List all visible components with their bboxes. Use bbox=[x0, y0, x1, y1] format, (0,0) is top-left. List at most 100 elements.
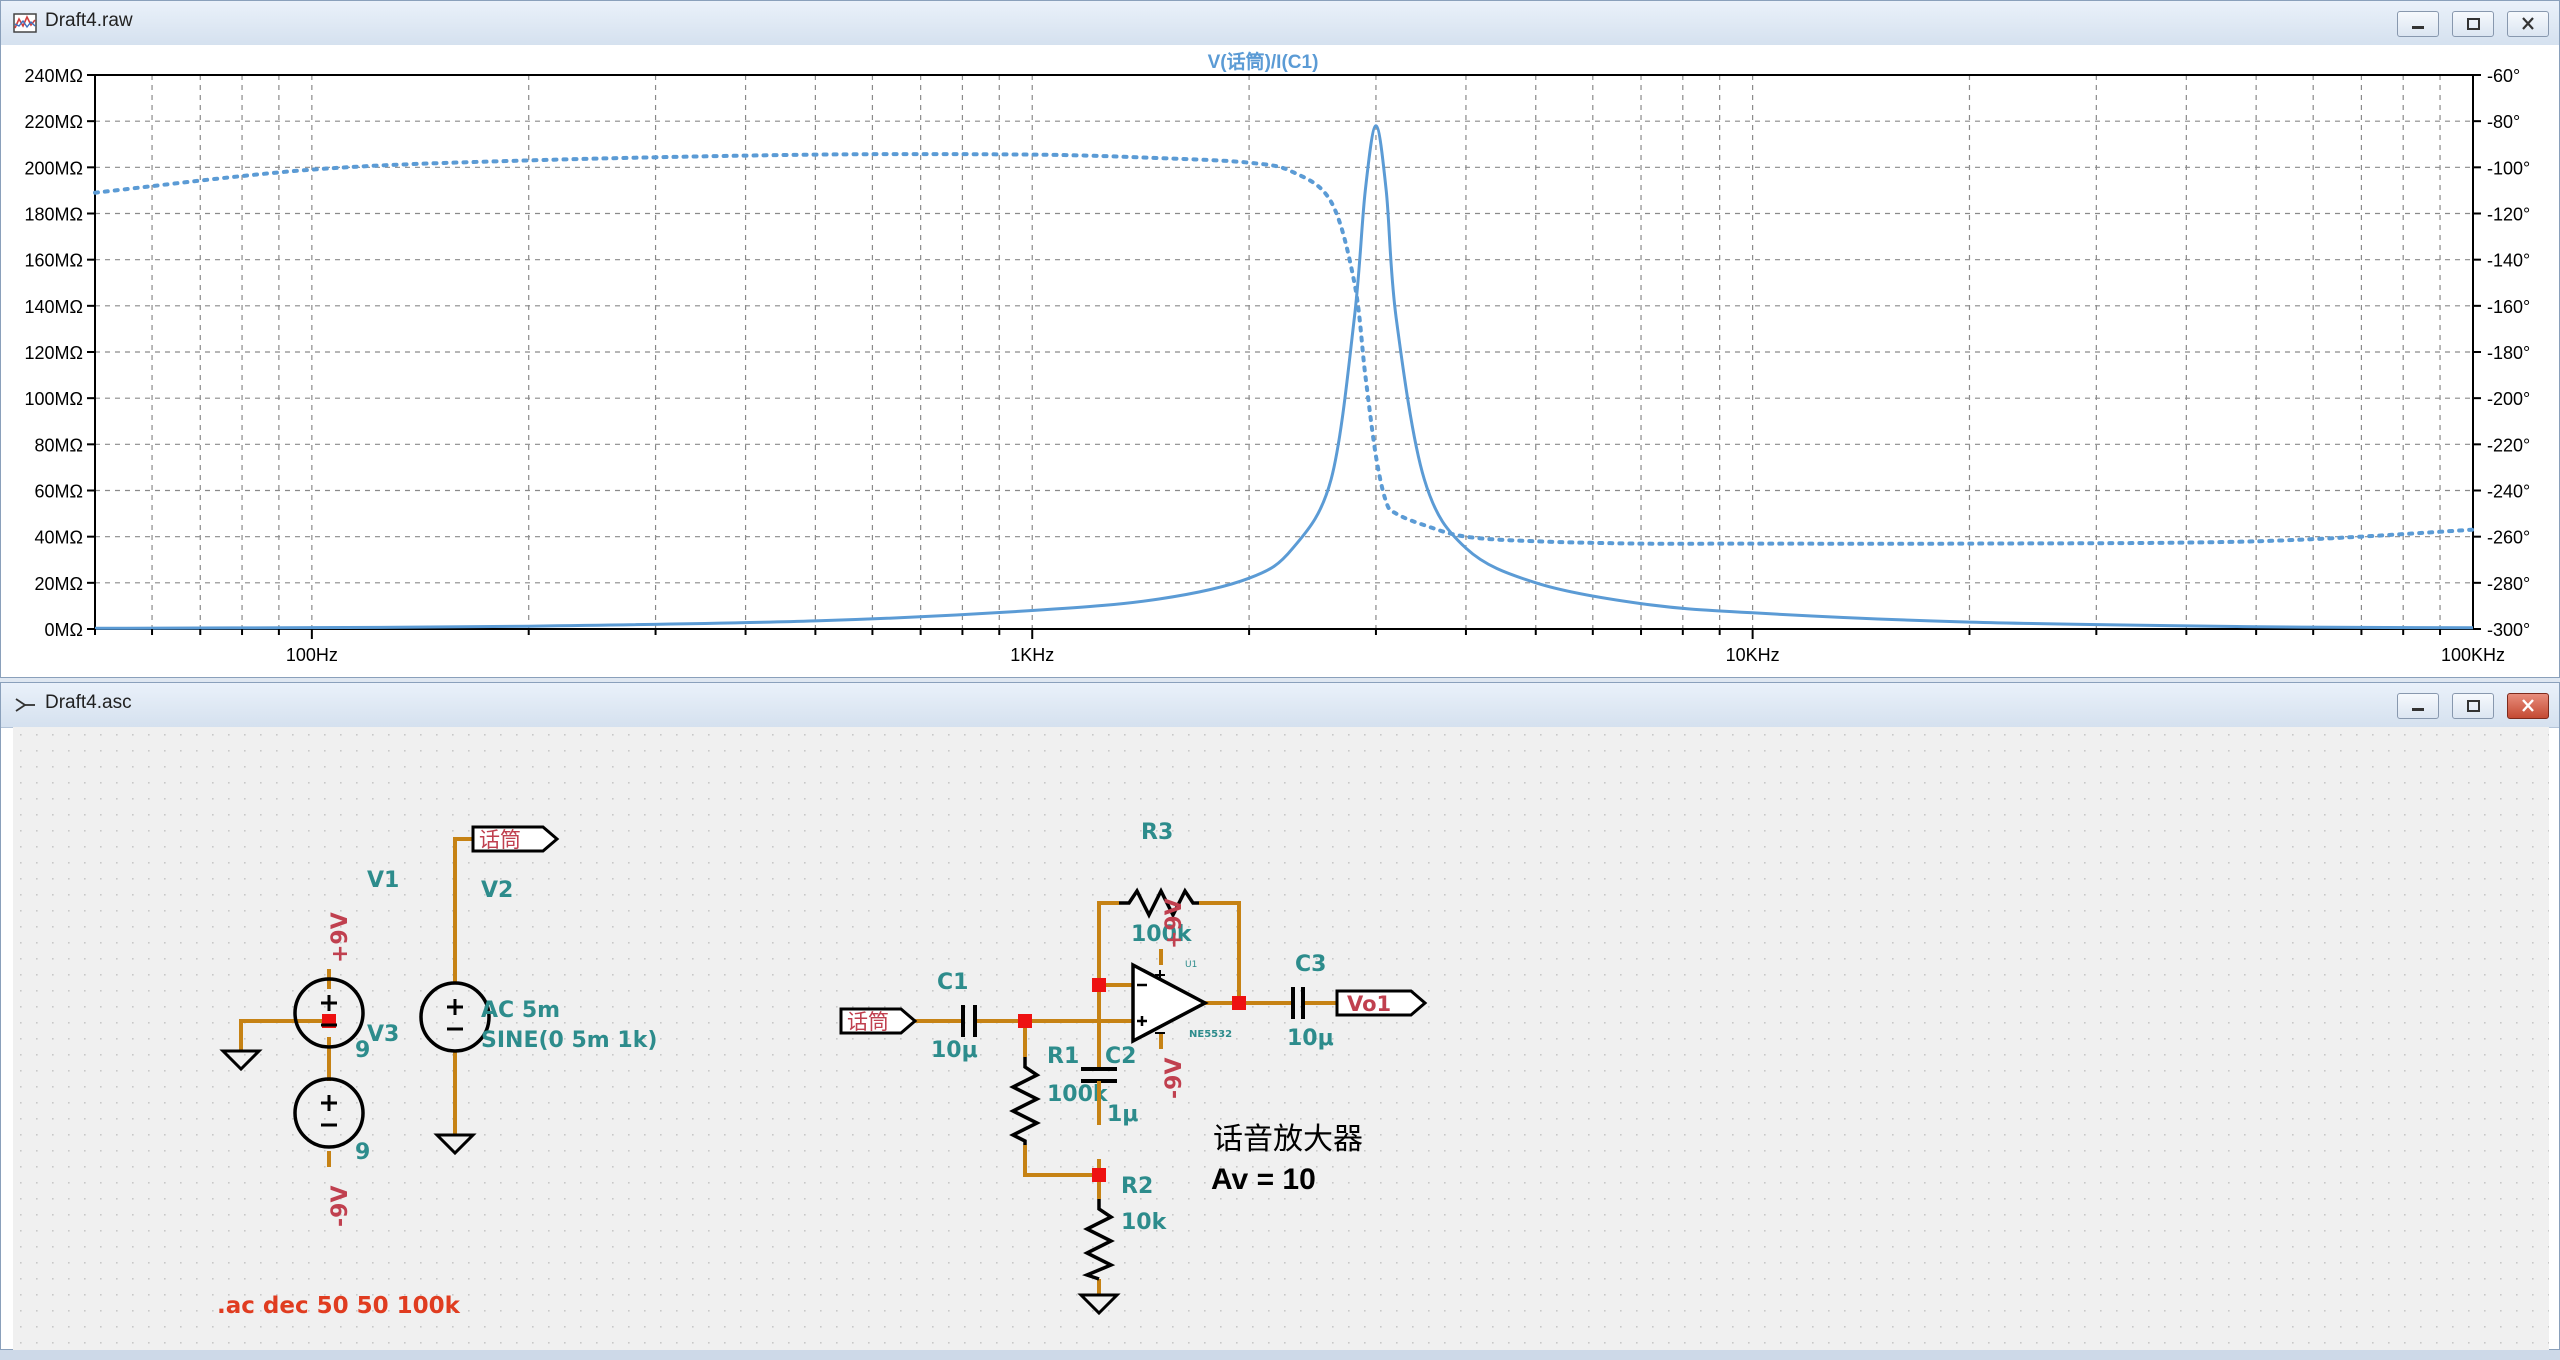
v2-ac-value: AC 5m bbox=[481, 998, 560, 1023]
y-right-tick-label: -260° bbox=[2487, 528, 2530, 548]
opamp-u1[interactable]: U1 NE5532 +9V -9V bbox=[1131, 898, 1232, 1099]
schematic-window: Draft4.asc bbox=[0, 682, 2560, 1351]
y-right-tick-label: -100° bbox=[2487, 158, 2530, 178]
minimize-button[interactable] bbox=[2396, 693, 2439, 719]
junction-nodes bbox=[322, 978, 1246, 1182]
c2-name: C2 bbox=[1105, 1044, 1136, 1069]
y-left-tick-label: 240MΩ bbox=[25, 66, 83, 86]
y-left-tick-label: 40MΩ bbox=[35, 528, 83, 548]
waveform-window-title: Draft4.raw bbox=[45, 10, 133, 31]
restore-icon bbox=[2466, 700, 2480, 712]
r3-name: R3 bbox=[1141, 820, 1173, 845]
schematic-app-icon bbox=[15, 698, 35, 712]
close-button[interactable] bbox=[2507, 11, 2549, 37]
close-icon bbox=[2522, 17, 2534, 30]
y-right-tick-label: -60° bbox=[2487, 66, 2520, 86]
spice-directive[interactable]: .ac dec 50 50 100k bbox=[217, 1293, 461, 1319]
taskbar-strip bbox=[0, 1350, 2560, 1360]
u1-vpos-label: +9V bbox=[1162, 898, 1187, 949]
minimize-icon bbox=[2411, 708, 2424, 711]
comment-gain[interactable]: Av = 10 bbox=[1211, 1163, 1316, 1196]
y-left-tick-label: 120MΩ bbox=[25, 343, 83, 363]
y-right-tick-label: -80° bbox=[2487, 112, 2520, 132]
plot-ticks: 240MΩ 220MΩ 200MΩ 180MΩ 160MΩ 140MΩ 120MΩ 100MΩ… bbox=[25, 66, 2531, 665]
y-left-tick-label: 0MΩ bbox=[45, 620, 83, 640]
close-icon bbox=[2522, 699, 2534, 712]
u1-part: NE5532 bbox=[1189, 1029, 1232, 1040]
wires bbox=[239, 837, 1337, 1295]
ground-symbol bbox=[1077, 1293, 1121, 1316]
x-tick-label: 100KHz bbox=[2441, 645, 2505, 665]
y-left-tick-label: 60MΩ bbox=[35, 482, 83, 502]
waveform-plot[interactable]: 240MΩ 220MΩ 200MΩ 180MΩ 160MΩ 140MΩ 120MΩ 100MΩ… bbox=[1, 45, 2559, 677]
v2-sine-value: SINE(0 5m 1k) bbox=[481, 1028, 657, 1053]
v1-name: V1 bbox=[367, 868, 399, 893]
close-button[interactable] bbox=[2507, 693, 2549, 719]
u1-name: U1 bbox=[1185, 960, 1197, 970]
capacitor-c1[interactable]: C1 10μ bbox=[931, 970, 985, 1063]
y-right-tick-label: -140° bbox=[2487, 251, 2530, 271]
capacitor-c2[interactable]: C2 1μ bbox=[1081, 1044, 1139, 1127]
y-left-tick-label: 100MΩ bbox=[25, 389, 83, 409]
restore-icon bbox=[2466, 18, 2480, 30]
u1-vneg-label: -9V bbox=[1162, 1058, 1187, 1099]
v2-name: V2 bbox=[481, 878, 513, 903]
v1-value: 9 bbox=[355, 1038, 370, 1063]
v3-net-label: -9V bbox=[328, 1186, 353, 1227]
net-flag-mic[interactable]: 话筒 bbox=[471, 825, 560, 853]
x-tick-label: 10KHz bbox=[1726, 645, 1780, 665]
c3-value: 10μ bbox=[1287, 1026, 1334, 1051]
net-flag-input[interactable]: 话筒 bbox=[839, 1007, 918, 1035]
c1-name: C1 bbox=[937, 970, 968, 995]
y-left-tick-label: 180MΩ bbox=[25, 205, 83, 225]
v3-name: V3 bbox=[367, 1022, 399, 1047]
ground-symbol bbox=[433, 1133, 477, 1156]
net-flag-output[interactable]: Vo1 bbox=[1335, 989, 1428, 1017]
y-right-tick-label: -200° bbox=[2487, 389, 2530, 409]
y-left-tick-label: 160MΩ bbox=[25, 251, 83, 271]
waveform-window: Draft4.raw 240MΩ 220MΩ 200MΩ 180MΩ 160MΩ 140M… bbox=[0, 0, 2560, 678]
y-left-tick-label: 20MΩ bbox=[35, 574, 83, 594]
v3-value: 9 bbox=[355, 1140, 370, 1165]
restore-button[interactable] bbox=[2451, 693, 2494, 719]
resistor-r2[interactable]: R2 10k bbox=[1082, 1174, 1168, 1281]
c3-name: C3 bbox=[1295, 952, 1326, 977]
y-right-tick-label: -240° bbox=[2487, 482, 2530, 502]
minimize-icon bbox=[2411, 26, 2424, 29]
r1-name: R1 bbox=[1047, 1044, 1079, 1069]
x-tick-label: 100Hz bbox=[286, 645, 338, 665]
y-left-tick-label: 220MΩ bbox=[25, 112, 83, 132]
net-flag-output-text: Vo1 bbox=[1347, 992, 1391, 1016]
y-left-tick-label: 80MΩ bbox=[35, 435, 83, 455]
y-left-tick-label: 200MΩ bbox=[25, 158, 83, 178]
net-flag-mic-text: 话筒 bbox=[479, 828, 521, 852]
plot-traces bbox=[93, 124, 2475, 630]
x-tick-label: 1KHz bbox=[1010, 645, 1054, 665]
restore-button[interactable] bbox=[2451, 11, 2494, 37]
voltage-source-v3[interactable]: V3 9 -9V bbox=[293, 1022, 399, 1227]
capacitor-c3[interactable]: C3 10μ bbox=[1281, 952, 1334, 1051]
r3-value: 100k bbox=[1131, 922, 1193, 947]
minimize-button[interactable] bbox=[2396, 11, 2439, 37]
voltage-source-v2[interactable]: V2 AC 5m SINE(0 5m 1k) bbox=[419, 878, 657, 1053]
schematic-titlebar[interactable]: Draft4.asc bbox=[1, 683, 2559, 728]
y-left-tick-label: 140MΩ bbox=[25, 297, 83, 317]
comment-title[interactable]: 话音放大器 bbox=[1213, 1122, 1363, 1157]
schematic-canvas[interactable]: V1 9 +9V V3 9 -9V V2 AC 5m SINE(0 5m 1k) bbox=[13, 727, 2549, 1351]
waveform-titlebar[interactable]: Draft4.raw bbox=[1, 1, 2559, 46]
y-right-tick-label: -220° bbox=[2487, 435, 2530, 455]
v1-net-label: +9V bbox=[328, 912, 353, 963]
trace-label[interactable]: V(话筒)/I(C1) bbox=[1208, 50, 1319, 73]
ground-symbol bbox=[219, 1049, 263, 1072]
c1-value: 10μ bbox=[931, 1038, 978, 1063]
trace-phase bbox=[93, 152, 2475, 546]
schematic-window-title: Draft4.asc bbox=[45, 692, 132, 713]
voltage-source-v1[interactable]: V1 9 +9V bbox=[293, 868, 399, 1063]
y-right-tick-label: -280° bbox=[2487, 574, 2530, 594]
waveform-app-icon bbox=[13, 13, 37, 33]
c2-value: 1μ bbox=[1107, 1102, 1139, 1127]
r2-value: 10k bbox=[1121, 1210, 1168, 1235]
resistor-r1[interactable]: R1 100k bbox=[1009, 1044, 1109, 1145]
y-right-tick-label: -160° bbox=[2487, 297, 2530, 317]
resistor-r3[interactable]: R3 100k bbox=[1119, 820, 1199, 947]
